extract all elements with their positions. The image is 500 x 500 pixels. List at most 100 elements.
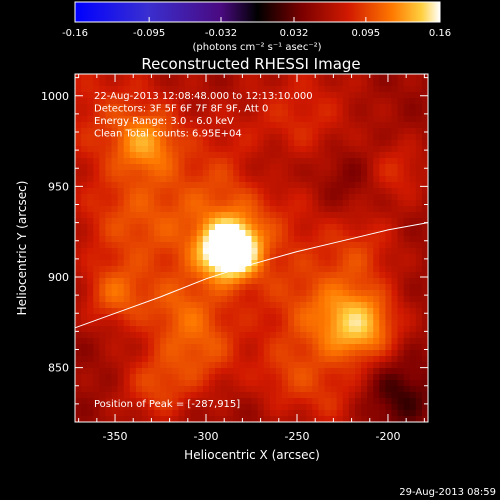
heatmap-cell: [415, 110, 423, 117]
heatmap-cell: [421, 296, 428, 303]
heatmap-cell: [160, 104, 167, 111]
heatmap-cell: [154, 116, 161, 123]
heatmap-cell: [324, 266, 332, 273]
heatmap-cell: [391, 182, 399, 189]
heatmap-cell: [178, 392, 186, 399]
heatmap-cell: [361, 194, 368, 201]
heatmap-cell: [221, 404, 228, 411]
heatmap-cell: [330, 284, 338, 291]
heatmap-cell: [385, 164, 393, 171]
heatmap-cell: [300, 320, 307, 327]
heatmap-cell: [75, 170, 82, 177]
heatmap-cell: [336, 386, 344, 393]
heatmap-cell: [421, 356, 428, 363]
heatmap-cell: [257, 116, 265, 123]
heatmap-cell: [141, 80, 149, 87]
heatmap-cell: [281, 380, 289, 387]
heatmap-cell: [385, 416, 393, 422]
heatmap-cell: [117, 296, 125, 303]
heatmap-cell: [184, 86, 192, 93]
heatmap-cell: [318, 266, 326, 273]
heatmap-cell: [367, 266, 374, 273]
heatmap-cell: [172, 344, 180, 351]
heatmap-cell: [281, 356, 289, 363]
heatmap-cell: [415, 260, 423, 267]
heatmap-cell: [336, 134, 344, 141]
heatmap-cell: [87, 128, 94, 135]
heatmap-cell: [93, 368, 100, 375]
heatmap-cell: [257, 314, 265, 321]
heatmap-cell: [87, 260, 94, 267]
heatmap-cell: [111, 158, 119, 165]
heatmap-cell: [342, 254, 350, 261]
heatmap-cell: [227, 260, 234, 267]
heatmap-cell: [397, 302, 405, 309]
heatmap-cell: [348, 350, 356, 357]
heatmap-cell: [324, 362, 332, 369]
heatmap-cell: [87, 176, 94, 183]
heatmap-cell: [123, 188, 131, 195]
heatmap-cell: [318, 122, 326, 129]
heatmap-cell: [318, 230, 326, 237]
heatmap-cell: [221, 152, 228, 159]
heatmap-cell: [288, 92, 295, 99]
heatmap-cell: [330, 80, 338, 87]
heatmap-cell: [135, 158, 143, 165]
heatmap-cell: [148, 200, 155, 207]
heatmap-cell: [397, 110, 405, 117]
heatmap-cell: [214, 98, 222, 105]
heatmap-cell: [403, 320, 411, 327]
heatmap-cell: [342, 224, 350, 231]
heatmap-cell: [403, 350, 411, 357]
heatmap-cell: [373, 278, 380, 285]
heatmap-cell: [123, 404, 131, 411]
heatmap-cell: [190, 308, 198, 315]
heatmap-cell: [184, 128, 192, 135]
heatmap-cell: [208, 278, 216, 285]
heatmap-cell: [281, 260, 289, 267]
heatmap-cell: [306, 164, 313, 171]
heatmap-cell: [214, 176, 222, 183]
heatmap-cell: [160, 344, 167, 351]
heatmap-cell: [141, 104, 149, 111]
heatmap-cell: [105, 338, 113, 345]
heatmap-cell: [269, 314, 277, 321]
heatmap-cell: [391, 248, 399, 255]
heatmap-cell: [318, 110, 326, 117]
heatmap-cell: [373, 122, 380, 129]
heatmap-cell: [87, 242, 94, 249]
heatmap-cell: [208, 320, 216, 327]
heatmap-cell: [409, 398, 417, 405]
heatmap-cell: [324, 314, 332, 321]
heatmap-cell: [336, 308, 344, 315]
heatmap-cell: [318, 140, 326, 147]
heatmap-cell: [245, 116, 253, 123]
heatmap-cell: [330, 128, 338, 135]
heatmap-cell: [81, 356, 88, 363]
heatmap-cell: [135, 152, 143, 159]
heatmap-cell: [336, 296, 344, 303]
heatmap-cell: [214, 140, 222, 147]
heatmap-cell: [135, 140, 143, 147]
heatmap-cell: [312, 122, 320, 129]
heatmap-cell: [409, 224, 417, 231]
footer-date: 29-Aug-2013 08:59: [399, 487, 496, 498]
heatmap-cell: [288, 416, 295, 422]
heatmap-cell: [178, 260, 186, 267]
heatmap-cell: [233, 356, 240, 363]
heatmap-cell: [117, 314, 125, 321]
heatmap-cell: [361, 182, 368, 189]
heatmap-cell: [117, 92, 125, 99]
heatmap-cell: [93, 164, 100, 171]
heatmap-cell: [354, 398, 362, 405]
heatmap-cell: [141, 392, 149, 399]
heatmap-cell: [233, 146, 240, 153]
heatmap-cell: [275, 230, 283, 237]
heatmap-cell: [111, 290, 119, 297]
heatmap-cell: [184, 134, 192, 141]
heatmap-cell: [306, 350, 313, 357]
heatmap-cell: [184, 170, 192, 177]
heatmap-cell: [154, 170, 161, 177]
heatmap-cell: [135, 356, 143, 363]
heatmap-cell: [294, 182, 301, 189]
